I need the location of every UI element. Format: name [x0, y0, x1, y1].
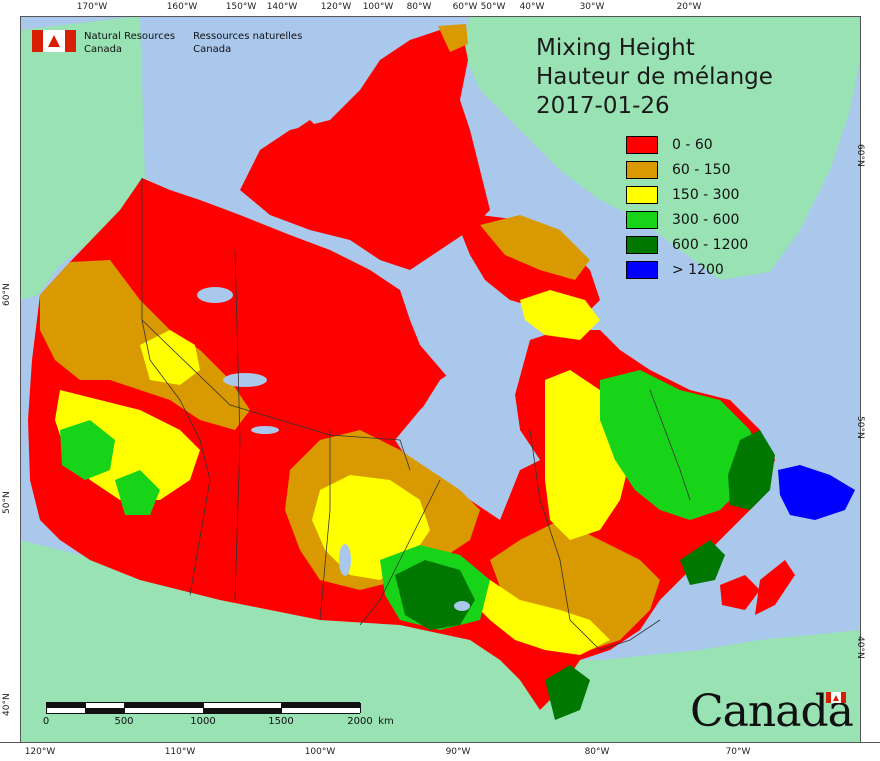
scale-label: 1000: [190, 716, 216, 727]
zone-darkgreen-newfoundland: [728, 430, 775, 510]
tick-label: 60°N: [855, 144, 865, 167]
legend-item: > 1200: [626, 257, 748, 282]
scale-label: 0: [42, 716, 50, 727]
zone-green-alberta: [115, 470, 160, 515]
zone-yellow-ontario: [460, 560, 610, 655]
tick-label: 60°W: [452, 2, 478, 12]
canada-flag-icon: [32, 30, 76, 52]
tick-label: 120°W: [320, 2, 352, 12]
tick-label: 150°W: [225, 2, 257, 12]
legend-swatch: [626, 135, 658, 154]
tick-label: 90°W: [445, 747, 471, 757]
legend-label: 0 - 60: [672, 136, 713, 153]
wordmark-flag-icon: [826, 692, 846, 703]
ministry-fr-line1: Ressources naturelles: [193, 31, 303, 42]
legend-swatch: [626, 260, 658, 279]
zone-yellow-baffin: [520, 290, 600, 340]
title-en: Mixing Height: [536, 35, 695, 61]
tick-label: 80°W: [406, 2, 432, 12]
lake-athabasca: [251, 426, 279, 434]
ministry-en-line2: Canada: [84, 44, 123, 55]
legend-swatch: [626, 160, 658, 179]
tick-label: 70°W: [725, 747, 751, 757]
arctic-islands: [240, 30, 490, 270]
legend-item: 600 - 1200: [626, 232, 748, 257]
scale-label: 500: [114, 716, 134, 727]
map-title: Mixing Height Hauteur de mélange 2017-01…: [536, 34, 773, 121]
left-latitude-ticks: 60°N 50°N 40°N: [0, 16, 21, 742]
top-longitude-ticks: 170°W 160°W 150°W 140°W 120°W 100°W 80°W…: [0, 0, 880, 17]
tick-label: 110°W: [164, 747, 196, 757]
lake-superior: [454, 601, 470, 611]
legend-label: 600 - 1200: [672, 236, 749, 253]
legend-item: 150 - 300: [626, 182, 748, 207]
great-bear-lake: [197, 287, 233, 303]
zone-darkgreen-maritimes: [680, 540, 725, 585]
great-slave-lake: [223, 373, 267, 387]
tick-label: 160°W: [166, 2, 198, 12]
tick-label: 40°N: [855, 636, 865, 659]
legend-item: 0 - 60: [626, 132, 748, 157]
legend-label: > 1200: [672, 261, 724, 278]
ministry-name-fr: Ressources naturelles Canada: [193, 30, 302, 56]
tick-label: 100°W: [362, 2, 394, 12]
scale-bar: 0 500 1000 1500 2000 km: [43, 702, 394, 727]
lake-winnipeg: [339, 544, 351, 576]
tick-label: 120°W: [24, 747, 56, 757]
nrcan-signature: Natural Resources Canada Ressources natu…: [32, 30, 302, 56]
scale-unit: km: [378, 716, 394, 727]
legend-swatch: [626, 235, 658, 254]
zone-green-bc: [60, 420, 115, 480]
hudson-bay: [395, 345, 540, 480]
greenland-landmass: [462, 16, 860, 280]
tick-label: 60°N: [2, 283, 12, 306]
zone-darkgreen-south: [545, 665, 590, 720]
tick-label: 80°W: [584, 747, 610, 757]
tick-label: 140°W: [266, 2, 298, 12]
bottom-longitude-ticks: 120°W 110°W 100°W 90°W 80°W 70°W: [0, 742, 880, 761]
legend-swatch: [626, 185, 658, 204]
zone-darkgreen-ontario: [395, 560, 475, 630]
legend-item: 300 - 600: [626, 207, 748, 232]
zone-yellow-yukon: [140, 330, 200, 385]
scale-label: 2000: [347, 716, 373, 727]
scale-label: 1500: [268, 716, 294, 727]
tick-label: 50°W: [480, 2, 506, 12]
tick-label: 30°W: [579, 2, 605, 12]
zone-orange-baffin: [480, 215, 590, 280]
zone-orange-ellesmere: [438, 24, 468, 52]
legend-label: 150 - 300: [672, 186, 740, 203]
provincial-borders: [141, 178, 691, 651]
arctic-island-west: [280, 120, 330, 160]
tick-label: 40°N: [2, 693, 12, 716]
legend-label: 60 - 150: [672, 161, 731, 178]
zone-red-maritimes: [720, 575, 760, 610]
legend: 0 - 60 60 - 150 150 - 300 300 - 600 600 …: [626, 132, 748, 282]
title-fr: Hauteur de mélange: [536, 64, 773, 90]
title-date: 2017-01-26: [536, 93, 670, 119]
zone-green-east: [600, 370, 760, 520]
legend-item: 60 - 150: [626, 157, 748, 182]
tick-label: 170°W: [76, 2, 108, 12]
tick-label: 100°W: [304, 747, 336, 757]
zone-blue-newfoundland: [778, 465, 855, 520]
usa-landmass: [20, 540, 860, 742]
tick-label: 40°W: [519, 2, 545, 12]
tick-label: 20°W: [676, 2, 702, 12]
ministry-fr-line2: Canada: [193, 44, 232, 55]
right-latitude-ticks: 60°N 50°N 40°N: [855, 16, 880, 742]
ministry-en-line1: Natural Resources: [84, 31, 176, 42]
tick-label: 50°N: [855, 416, 865, 439]
tick-label: 50°N: [2, 491, 12, 514]
zone-red-nova-scotia: [755, 560, 795, 615]
ministry-name-en: Natural Resources Canada: [84, 30, 175, 56]
legend-label: 300 - 600: [672, 211, 740, 228]
legend-swatch: [626, 210, 658, 229]
alaska-landmass: [20, 16, 145, 300]
